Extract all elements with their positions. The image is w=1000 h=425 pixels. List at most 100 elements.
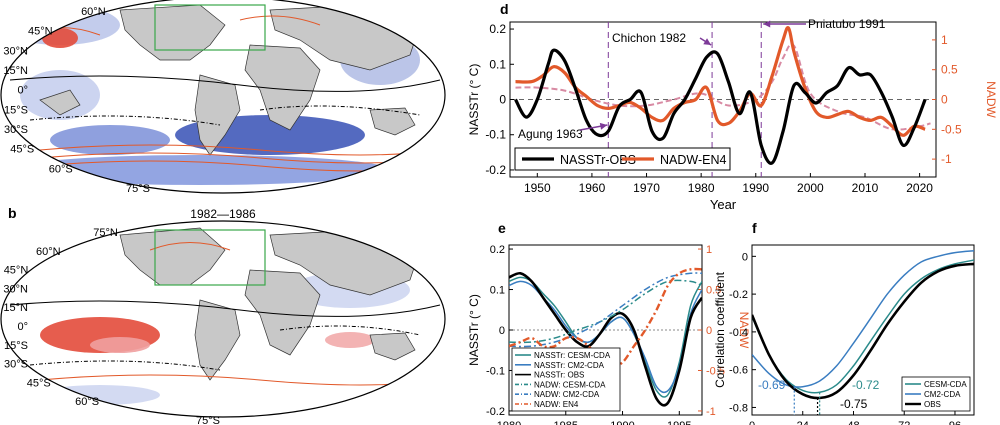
chart-d-ylabel: NASSTr (° C) bbox=[467, 64, 481, 136]
lat-label: 15°N bbox=[3, 302, 28, 314]
chart-f-frame bbox=[751, 244, 975, 416]
x-tick-label: 1985 bbox=[554, 420, 578, 425]
lat-label: 30°N bbox=[3, 283, 28, 295]
x-tick-label: 1990 bbox=[610, 420, 634, 425]
chart-f-ylabel: Correlation coefficient bbox=[713, 271, 727, 388]
map-b-warm-patch-2 bbox=[90, 337, 150, 353]
map-b-africa bbox=[244, 269, 321, 356]
map-a-asia-west bbox=[39, 89, 81, 116]
series-line bbox=[515, 26, 926, 137]
series-line bbox=[752, 262, 974, 400]
lat-label: 0° bbox=[17, 85, 28, 97]
y-tick-label: 0 bbox=[742, 251, 748, 263]
x-tick-label: 1960 bbox=[579, 181, 606, 195]
chart-e-y2label: NADW bbox=[737, 312, 751, 349]
x-tick-label: 1950 bbox=[524, 181, 551, 195]
x-tick-label: 72 bbox=[898, 420, 910, 425]
series-line bbox=[509, 279, 702, 344]
x-tick-label: 2020 bbox=[906, 181, 933, 195]
legend-label: NASSTr: OBS bbox=[534, 371, 584, 380]
lat-label: 45°N bbox=[28, 26, 53, 38]
legend-label: NASSTr-OBS bbox=[560, 153, 636, 167]
series-line bbox=[514, 48, 927, 165]
event-arrowhead bbox=[703, 38, 712, 45]
legend-label: CESM-CDA bbox=[924, 380, 967, 389]
event-arrowhead bbox=[763, 20, 771, 28]
chart-e-plot bbox=[509, 267, 702, 407]
x-tick-label: 24 bbox=[797, 420, 809, 425]
min-annotation: -0.69 bbox=[758, 378, 786, 392]
y2-tick-label: -0.5 bbox=[941, 122, 962, 136]
y2-tick-label: 0.5 bbox=[706, 285, 721, 297]
y2-tick-label: 1 bbox=[706, 244, 712, 256]
y-tick-label: 0.1 bbox=[490, 285, 505, 297]
panel-letter-b: b bbox=[8, 205, 17, 221]
map-a-lat-labels: 60°N 45°N30°N 15°N 0° 15°S 30°S 45°S 60°S 75°S bbox=[3, 6, 150, 195]
y-tick-label: 0.1 bbox=[489, 57, 506, 71]
map-b-contour-5 bbox=[29, 360, 221, 371]
chart-d-xlabel: Year bbox=[710, 197, 737, 212]
series-line bbox=[515, 43, 931, 131]
legend-label: CM2-CDA bbox=[924, 390, 961, 399]
x-tick-label: 96 bbox=[949, 420, 961, 425]
panel-letter-e: e bbox=[498, 220, 506, 236]
lat-label: 15°S bbox=[4, 104, 28, 116]
y-tick-label: 0 bbox=[499, 325, 505, 337]
x-tick-label: 1995 bbox=[667, 420, 691, 425]
map-a-south-america bbox=[194, 74, 241, 156]
y2-tick-label: 0 bbox=[941, 93, 948, 107]
lat-label: 0° bbox=[17, 321, 28, 333]
y-tick-label: 0 bbox=[499, 93, 506, 107]
y2-tick-label: -0.5 bbox=[706, 365, 725, 377]
map-b-cool-patch-2 bbox=[40, 385, 160, 405]
map-a: 60°N 45°N30°N 15°N 0° 15°S 30°S 45°S 60°S 75°S bbox=[0, 0, 446, 195]
x-tick-label: 2010 bbox=[852, 181, 879, 195]
x-tick-label: 0 bbox=[749, 420, 755, 425]
series-line bbox=[752, 259, 974, 394]
chart-f-plot bbox=[752, 249, 974, 415]
min-annotation: -0.72 bbox=[852, 378, 880, 392]
chart-d-y2label: NADW bbox=[984, 81, 998, 118]
panel-letter-f: f bbox=[752, 220, 757, 236]
x-tick-label: 48 bbox=[847, 420, 859, 425]
lat-label: 60°S bbox=[49, 163, 73, 175]
map-b-region-box bbox=[154, 229, 266, 286]
lat-label: 45°S bbox=[10, 144, 34, 156]
y-tick-label: -0.1 bbox=[485, 128, 506, 142]
lat-label: 60°N bbox=[36, 246, 61, 258]
legend-label: NADW: CESM-CDA bbox=[534, 380, 606, 389]
map-a-cool-band-2 bbox=[50, 125, 170, 155]
series-line bbox=[752, 249, 974, 388]
chart-e-ylabel: NASSTr (° C) bbox=[467, 294, 481, 366]
panel-letter-d: d bbox=[500, 1, 509, 17]
legend-label: NADW: EN4 bbox=[534, 400, 579, 409]
min-annotation: -0.75 bbox=[840, 397, 868, 411]
lat-label: 30°N bbox=[3, 45, 28, 57]
lat-label: 30°S bbox=[4, 124, 28, 136]
lat-label: 60°S bbox=[75, 396, 99, 408]
x-tick-label: 2000 bbox=[797, 181, 824, 195]
chart-f: f -0.8 -0.6 -0.4 -0.2 0 0 24 48 72 96 Correlation … bbox=[713, 220, 975, 425]
y-tick-label: -0.8 bbox=[729, 402, 748, 414]
x-tick-label: 1980 bbox=[497, 420, 521, 425]
map-b-contour-3 bbox=[359, 235, 441, 246]
map-b-australia bbox=[369, 332, 416, 361]
y2-tick-label: 1 bbox=[941, 33, 948, 47]
x-tick-label: 1970 bbox=[633, 181, 660, 195]
y-tick-label: -0.6 bbox=[729, 365, 748, 377]
series-line bbox=[509, 272, 702, 348]
map-b-contour-4 bbox=[9, 300, 441, 317]
y-tick-label: 0.2 bbox=[490, 244, 505, 256]
chart-d-plot bbox=[514, 22, 931, 177]
map-a-contour-5 bbox=[239, 15, 321, 26]
y-tick-label: -0.4 bbox=[729, 327, 748, 339]
legend-label: NASSTr: CM2-CDA bbox=[534, 361, 605, 370]
map-a-contour-8 bbox=[9, 75, 441, 92]
legend-box bbox=[511, 347, 621, 412]
event-label: Chichon 1982 bbox=[612, 31, 686, 45]
map-b-contour-6 bbox=[279, 325, 421, 336]
y2-tick-label: -1 bbox=[941, 152, 952, 166]
map-b-south-america bbox=[194, 299, 241, 381]
